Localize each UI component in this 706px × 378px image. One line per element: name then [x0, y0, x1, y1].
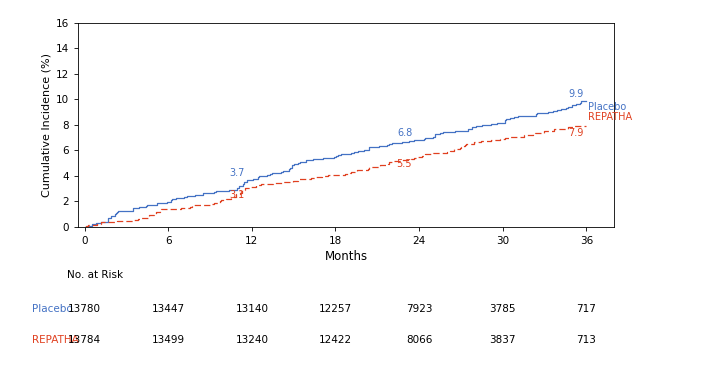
Text: 717: 717	[576, 304, 597, 314]
Text: Placebo: Placebo	[587, 102, 626, 112]
Text: 713: 713	[576, 335, 597, 344]
Text: 13240: 13240	[235, 335, 268, 344]
Text: 8066: 8066	[406, 335, 432, 344]
Text: 3785: 3785	[489, 304, 516, 314]
Text: 13140: 13140	[235, 304, 268, 314]
Text: 7923: 7923	[406, 304, 432, 314]
Text: 6.8: 6.8	[397, 128, 412, 138]
X-axis label: Months: Months	[324, 250, 368, 263]
Text: No. at Risk: No. at Risk	[67, 270, 123, 280]
Text: 3.1: 3.1	[229, 190, 245, 200]
Text: 13499: 13499	[152, 335, 185, 344]
Text: 12422: 12422	[319, 335, 352, 344]
Text: 3.7: 3.7	[229, 168, 245, 178]
Text: 7.9: 7.9	[568, 128, 584, 138]
Text: REPATHA: REPATHA	[32, 335, 78, 344]
Text: 3837: 3837	[489, 335, 516, 344]
Text: Placebo: Placebo	[32, 304, 73, 314]
Y-axis label: Cumulative Incidence (%): Cumulative Incidence (%)	[41, 53, 52, 197]
Text: 9.9: 9.9	[568, 88, 584, 99]
Text: 13447: 13447	[152, 304, 185, 314]
Text: 13780: 13780	[68, 304, 101, 314]
Text: 13784: 13784	[68, 335, 101, 344]
Text: 12257: 12257	[319, 304, 352, 314]
Text: REPATHA: REPATHA	[587, 112, 632, 122]
Text: 5.5: 5.5	[397, 158, 412, 169]
